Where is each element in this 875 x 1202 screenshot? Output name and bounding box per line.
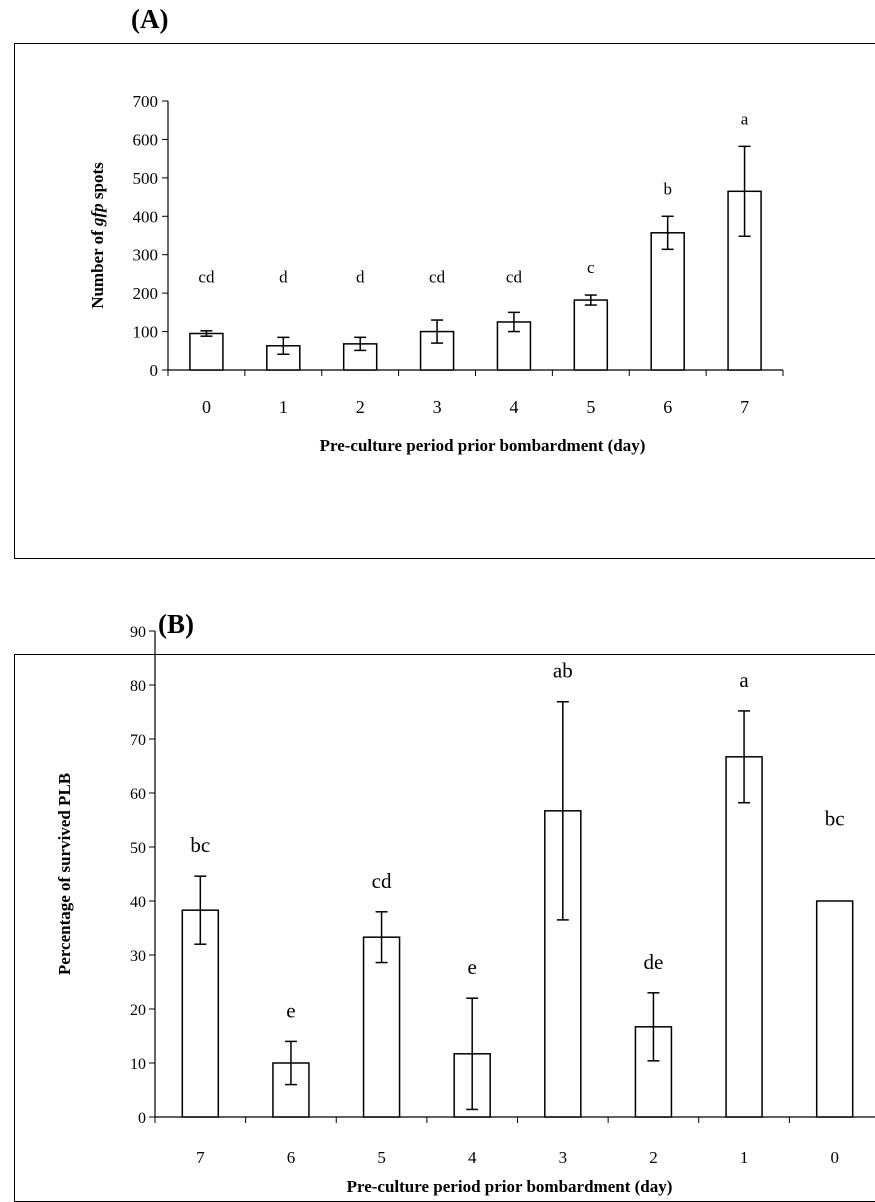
a-y-axis-title: Number of gfp spots xyxy=(88,162,107,309)
b-y-axis-title: Percentage of survived PLB xyxy=(55,773,74,975)
a-significance-label: cd xyxy=(198,268,215,287)
b-y-tick-label: 30 xyxy=(130,948,146,965)
a-x-tick-label: 3 xyxy=(433,397,442,417)
b-significance-label: e xyxy=(468,955,477,979)
panel-b-label: (B) xyxy=(158,609,194,639)
b-bar xyxy=(815,900,854,1118)
b-y-tick-label: 10 xyxy=(130,1056,146,1073)
y-axis-title-part: gfp xyxy=(88,203,107,227)
a-significance-label: d xyxy=(356,268,365,287)
b-y-tick-label: 40 xyxy=(130,894,146,911)
b-bar xyxy=(725,756,763,1118)
a-bar xyxy=(189,332,224,371)
b-significance-label: e xyxy=(286,998,295,1022)
panel-a-label: (A) xyxy=(131,4,169,34)
a-x-tick-label: 4 xyxy=(509,397,518,417)
b-bar xyxy=(181,909,220,1118)
a-y-tick-label: 400 xyxy=(133,207,159,226)
a-x-tick-label: 1 xyxy=(279,397,288,417)
panel-a-frame xyxy=(14,43,875,559)
b-x-axis-title: Pre-culture period prior bombardment (da… xyxy=(347,1177,673,1196)
a-x-tick-label: 0 xyxy=(202,397,211,417)
a-bar xyxy=(573,299,609,371)
b-x-tick-label: 0 xyxy=(830,1148,839,1167)
a-significance-label: a xyxy=(741,109,749,128)
a-y-tick-label: 100 xyxy=(133,323,159,342)
a-y-tick-label: 0 xyxy=(150,361,159,380)
b-significance-label: de xyxy=(644,950,664,974)
a-y-tick-label: 700 xyxy=(133,92,159,111)
b-y-tick-label: 60 xyxy=(130,786,146,803)
b-x-tick-label: 6 xyxy=(287,1148,296,1167)
b-significance-label: a xyxy=(739,668,749,692)
b-y-tick-label: 50 xyxy=(130,840,146,857)
b-x-tick-label: 3 xyxy=(559,1148,568,1167)
b-y-tick-label: 90 xyxy=(130,624,146,641)
a-x-tick-label: 2 xyxy=(356,397,365,417)
b-y-tick-label: 80 xyxy=(130,678,146,695)
a-y-tick-label: 500 xyxy=(133,169,159,188)
a-significance-label: cd xyxy=(429,268,446,287)
b-x-tick-label: 4 xyxy=(468,1148,477,1167)
b-x-tick-label: 7 xyxy=(196,1148,205,1167)
a-x-tick-label: 7 xyxy=(740,397,749,417)
b-bar xyxy=(362,936,401,1118)
a-significance-label: b xyxy=(663,179,672,198)
a-y-tick-label: 200 xyxy=(133,284,159,303)
a-x-tick-label: 5 xyxy=(586,397,595,417)
y-axis-title-part: spots xyxy=(88,162,107,203)
b-y-tick-label: 20 xyxy=(130,1002,146,1019)
b-y-tick-label: 70 xyxy=(130,732,146,749)
a-x-tick-label: 6 xyxy=(663,397,672,417)
a-bar xyxy=(496,321,532,371)
b-x-tick-label: 1 xyxy=(740,1148,749,1167)
a-significance-label: d xyxy=(279,268,288,287)
y-axis-title-part: Number of xyxy=(88,226,107,309)
b-x-tick-label: 5 xyxy=(377,1148,386,1167)
a-significance-label: c xyxy=(587,258,595,277)
a-y-tick-label: 300 xyxy=(133,246,159,265)
b-significance-label: cd xyxy=(372,869,392,893)
b-significance-label: ab xyxy=(553,659,573,683)
a-bar xyxy=(650,232,685,371)
b-significance-label: bc xyxy=(190,833,210,857)
a-y-tick-label: 600 xyxy=(133,130,159,149)
b-bar xyxy=(634,1026,673,1118)
b-x-tick-label: 2 xyxy=(649,1148,658,1167)
b-y-tick-label: 0 xyxy=(138,1110,146,1127)
a-significance-label: cd xyxy=(506,268,523,287)
b-significance-label: bc xyxy=(825,806,845,830)
a-x-axis-title: Pre-culture period prior bombardment (da… xyxy=(320,436,646,455)
